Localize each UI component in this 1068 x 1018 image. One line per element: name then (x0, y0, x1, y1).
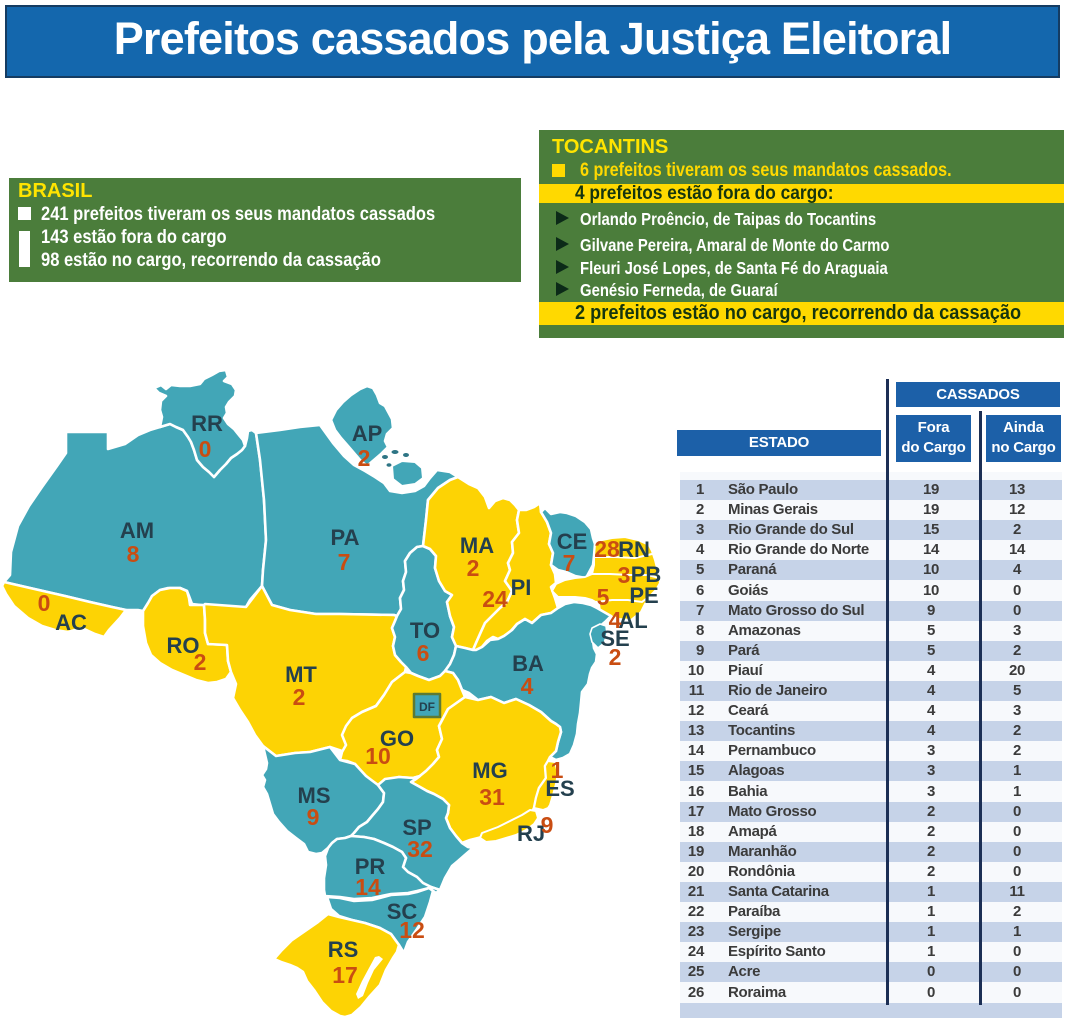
svg-text:28: 28 (594, 536, 620, 562)
svg-text:CE: CE (557, 529, 588, 554)
svg-text:2: 2 (467, 555, 480, 581)
svg-text:17: 17 (332, 962, 358, 988)
svg-text:4: 4 (609, 607, 622, 633)
svg-text:31: 31 (479, 784, 505, 810)
svg-text:AC: AC (55, 610, 87, 635)
svg-text:AM: AM (120, 518, 154, 543)
svg-text:32: 32 (407, 836, 433, 862)
svg-text:4: 4 (521, 673, 534, 699)
svg-text:BA: BA (512, 651, 544, 676)
svg-text:TO: TO (410, 618, 440, 643)
svg-text:PA: PA (331, 525, 360, 550)
svg-text:DF: DF (419, 700, 435, 714)
svg-text:12: 12 (399, 917, 425, 943)
svg-text:ES: ES (545, 776, 574, 801)
svg-text:PR: PR (355, 854, 386, 879)
svg-text:RJ: RJ (517, 821, 545, 846)
svg-text:10: 10 (365, 743, 391, 769)
svg-text:14: 14 (355, 874, 381, 900)
svg-text:2: 2 (358, 445, 371, 471)
svg-text:RR: RR (191, 411, 223, 436)
svg-text:RO: RO (167, 633, 200, 658)
svg-text:2: 2 (293, 684, 306, 710)
svg-text:MT: MT (285, 662, 317, 687)
svg-text:AL: AL (618, 608, 647, 633)
svg-text:RN: RN (618, 537, 650, 562)
svg-text:SP: SP (402, 815, 431, 840)
svg-text:9: 9 (307, 804, 320, 830)
svg-text:MG: MG (472, 758, 507, 783)
svg-text:2: 2 (194, 649, 207, 675)
svg-text:MA: MA (460, 533, 494, 558)
svg-text:PB: PB (631, 562, 662, 587)
svg-text:0: 0 (38, 590, 51, 616)
svg-text:6: 6 (417, 640, 430, 666)
svg-text:3: 3 (618, 562, 631, 588)
svg-text:MS: MS (298, 783, 331, 808)
svg-text:AP: AP (352, 421, 383, 446)
svg-text:SC: SC (387, 899, 418, 924)
svg-text:PE: PE (629, 583, 658, 608)
svg-text:1: 1 (551, 757, 564, 783)
svg-text:RS: RS (328, 937, 359, 962)
svg-text:0: 0 (199, 436, 212, 462)
svg-text:5: 5 (597, 584, 610, 610)
svg-text:24: 24 (482, 586, 508, 612)
svg-text:9: 9 (541, 812, 554, 838)
svg-text:7: 7 (563, 550, 576, 576)
svg-text:2: 2 (609, 644, 622, 670)
svg-text:SE: SE (600, 626, 629, 651)
svg-text:7: 7 (338, 549, 351, 575)
svg-text:8: 8 (127, 541, 140, 567)
svg-text:GO: GO (380, 726, 414, 751)
svg-text:PI: PI (511, 575, 532, 600)
